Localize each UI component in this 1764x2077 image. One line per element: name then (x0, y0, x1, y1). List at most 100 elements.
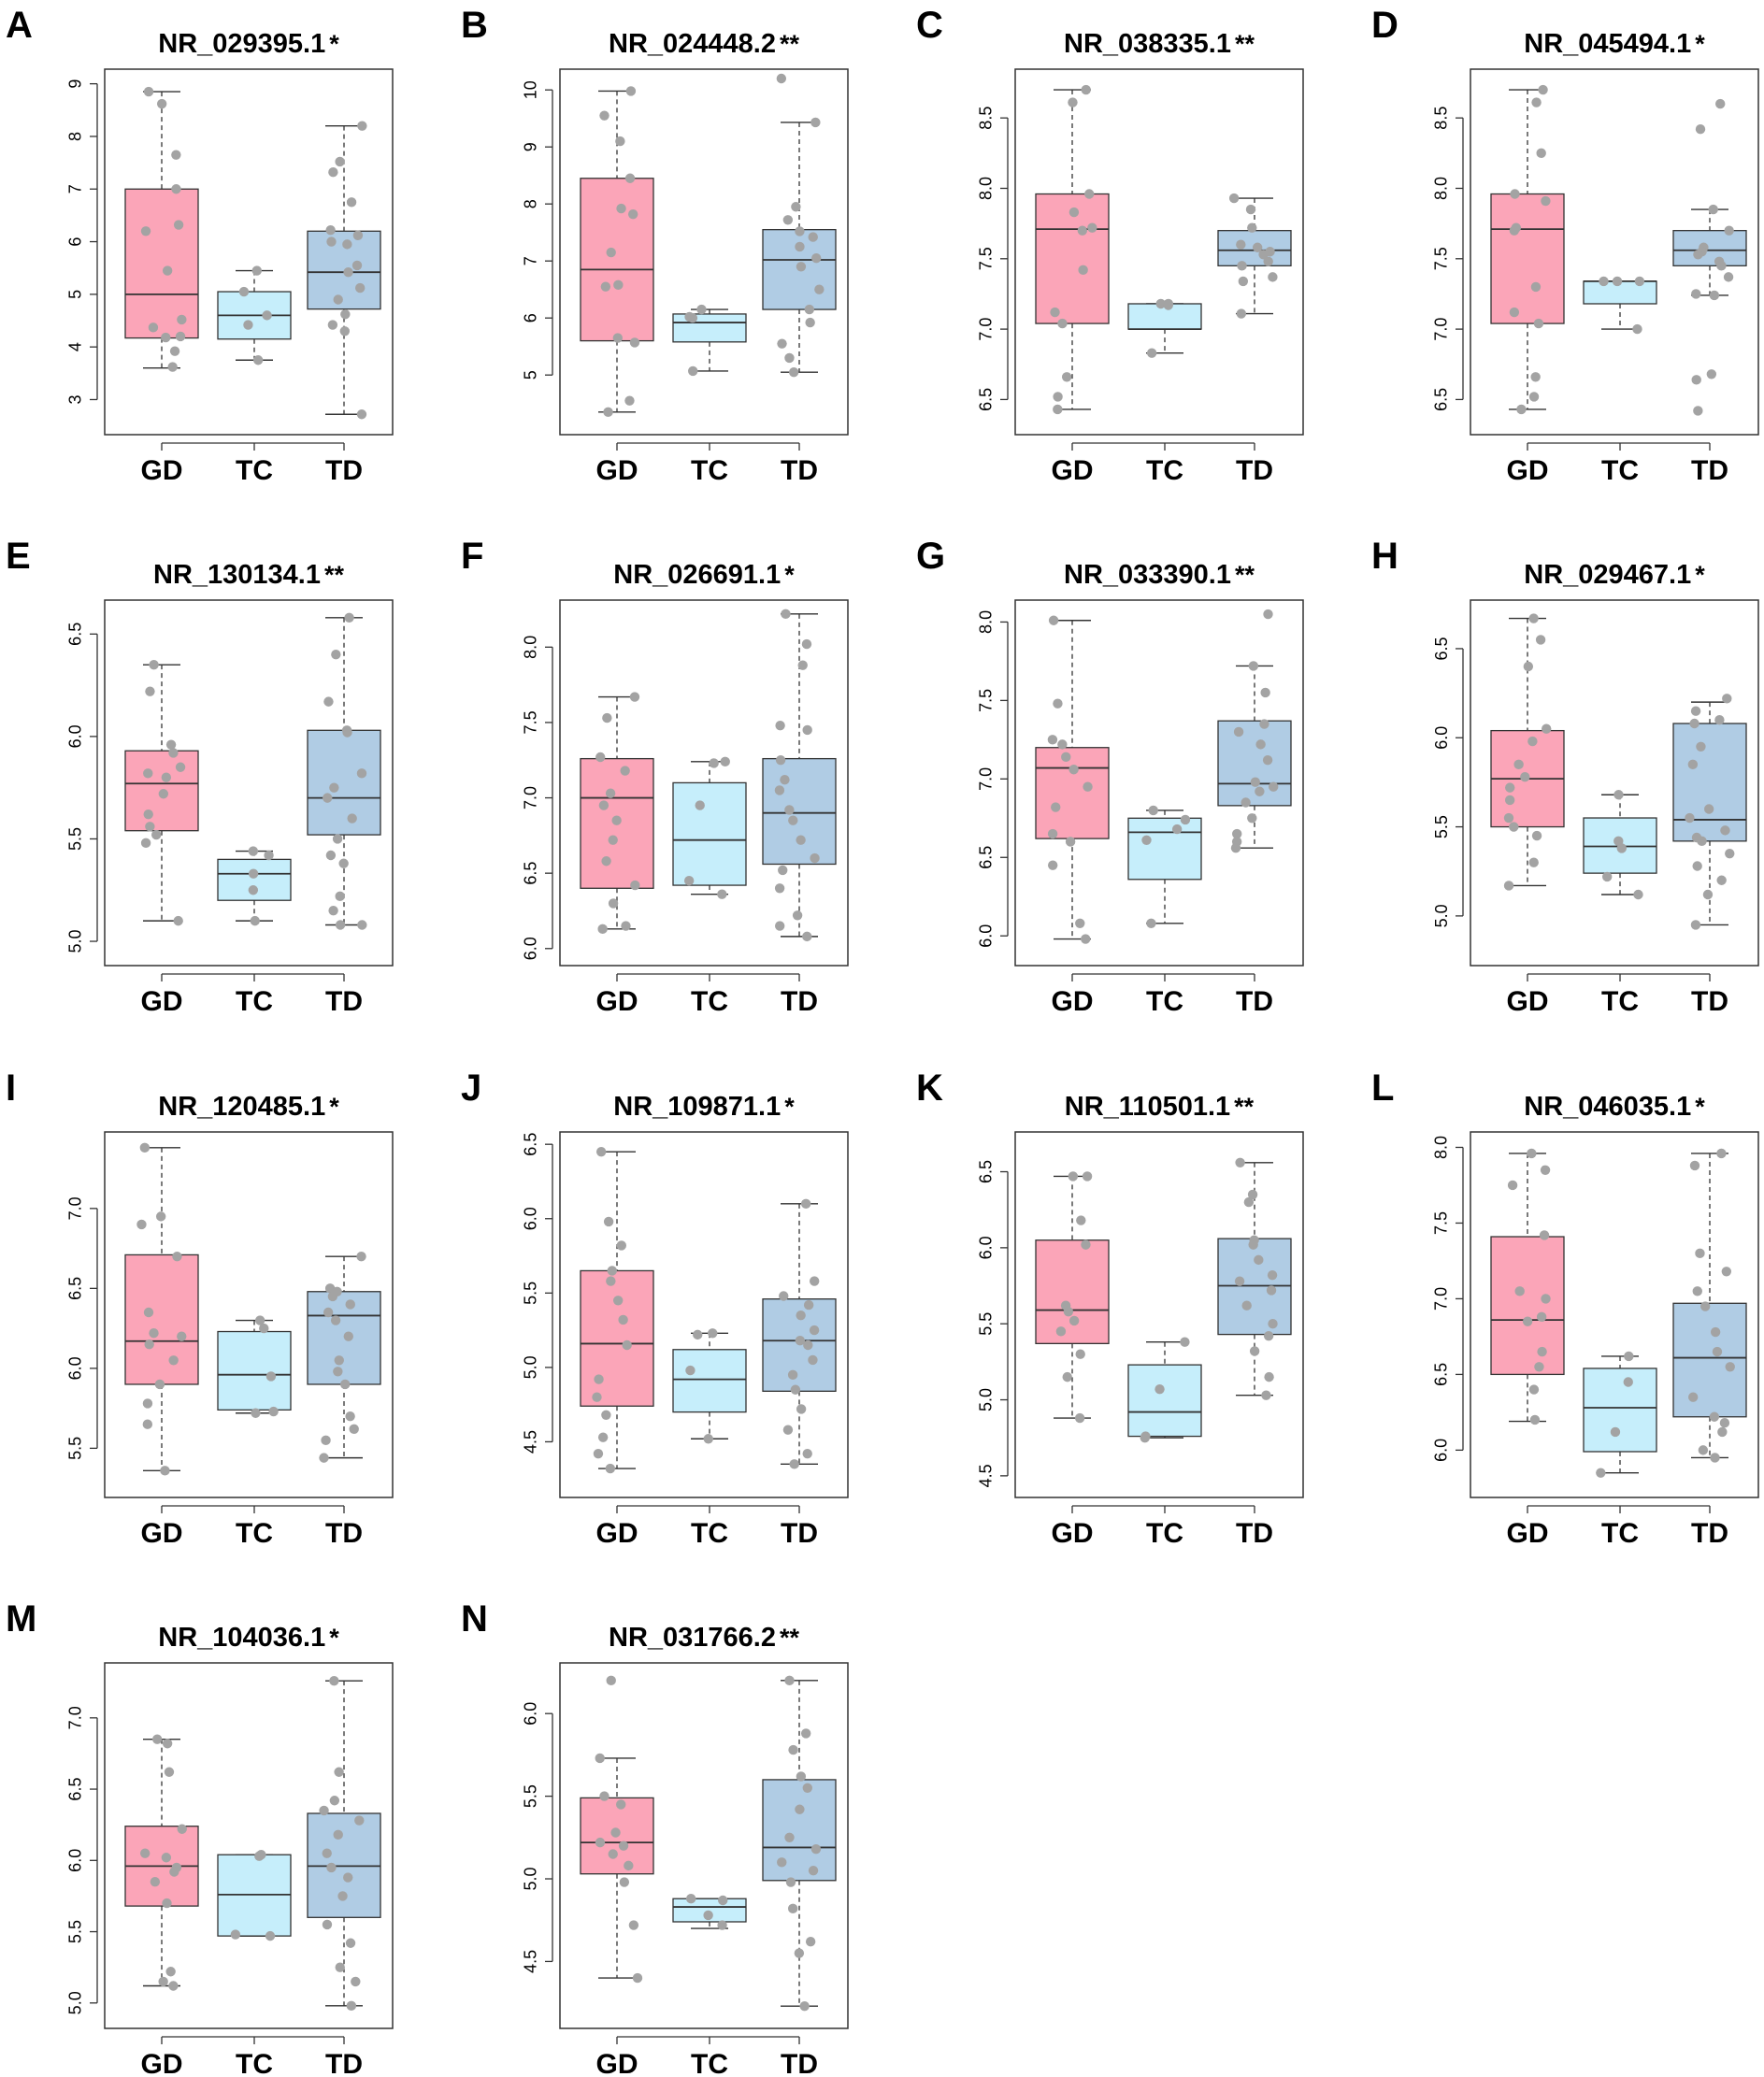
group-label-td: TD (1691, 986, 1728, 1017)
plot-frame (1470, 599, 1759, 967)
significance-marker: * (1695, 561, 1705, 589)
data-point (230, 1929, 241, 1940)
y-tick-label: 6.5 (1432, 637, 1451, 660)
data-point (606, 1276, 616, 1286)
panel-title: NR_038335.1 ** (1064, 29, 1255, 59)
data-point (1241, 1300, 1252, 1311)
box-td (307, 612, 381, 930)
data-point (1261, 1390, 1271, 1400)
y-tick-label: 4.5 (522, 1430, 540, 1454)
title-text: NR_024448.2 (609, 29, 776, 59)
y-tick-label: 6.0 (522, 1702, 540, 1726)
y-tick-label: 7.5 (1432, 247, 1451, 270)
data-point (1155, 298, 1166, 309)
data-point (1523, 661, 1534, 672)
box-td (1217, 609, 1292, 853)
data-point (1720, 825, 1730, 836)
y-tick-label: 8 (66, 132, 85, 141)
data-point (329, 1796, 340, 1806)
data-point (1252, 242, 1263, 252)
data-point (319, 1805, 329, 1816)
data-point (252, 355, 264, 365)
data-point (334, 1355, 344, 1366)
data-point (802, 931, 812, 942)
data-point (265, 1930, 276, 1941)
y-tick-label: 8.0 (1432, 1136, 1451, 1159)
group-label-tc: TC (1601, 1518, 1639, 1549)
data-point (814, 284, 825, 294)
data-point (354, 282, 366, 294)
group-label-gd: GD (1052, 455, 1094, 486)
data-point (1699, 1301, 1711, 1311)
y-tick-label: 8.5 (977, 107, 996, 130)
data-point (1721, 1267, 1732, 1277)
group-label-tc: TC (1146, 1518, 1183, 1549)
data-point (608, 1849, 618, 1859)
data-point (346, 2000, 357, 2012)
data-point (799, 2000, 810, 2012)
data-point (356, 409, 367, 420)
panel-letter: K (916, 1067, 943, 1109)
data-point (335, 1962, 345, 1972)
data-point (334, 1767, 344, 1777)
data-point (1048, 615, 1059, 625)
data-point (810, 117, 821, 128)
data-point (809, 1325, 820, 1336)
group-label-gd: GD (1507, 1518, 1549, 1549)
data-point (599, 1791, 610, 1801)
y-tick-label: 6.5 (66, 1778, 85, 1801)
box-td (307, 1251, 381, 1463)
data-point (1509, 225, 1520, 236)
data-point (1723, 272, 1734, 282)
data-point (610, 1827, 621, 1838)
iqr-box (580, 178, 654, 342)
data-point (801, 638, 812, 650)
data-point (1063, 1306, 1074, 1317)
data-point (1061, 372, 1072, 382)
panel-title: NR_110501.1 ** (1065, 1092, 1255, 1122)
data-point (264, 850, 274, 861)
group-label-tc: TC (691, 2049, 728, 2077)
data-point (616, 1240, 626, 1251)
y-tick-label: 5.0 (1432, 904, 1451, 927)
group-label-gd: GD (1507, 455, 1549, 486)
y-tick-label: 8.5 (1432, 107, 1451, 130)
data-point (351, 260, 363, 271)
plot-frame (1470, 68, 1759, 436)
data-point (1708, 204, 1718, 215)
data-point (1076, 1215, 1086, 1225)
plot-frame (1014, 599, 1304, 967)
data-point (345, 1299, 355, 1310)
data-point (1535, 635, 1546, 645)
panel-letter: J (461, 1067, 481, 1109)
data-point (1083, 781, 1093, 792)
data-point (1514, 1286, 1525, 1296)
data-point (322, 1848, 332, 1858)
box-gd (124, 86, 199, 372)
data-point (788, 1744, 798, 1755)
box-td (307, 1675, 381, 2012)
significance-marker: ** (1235, 561, 1255, 589)
y-tick-label: 10 (522, 80, 540, 99)
data-point (251, 1408, 261, 1418)
data-point (1528, 1384, 1540, 1395)
data-point (717, 889, 727, 899)
panel-i: I NR_120485.1 * 5.5 6.0 6.5 7.0 GD TC TD (6, 1067, 394, 1549)
data-point (1634, 276, 1645, 287)
title-text: NR_130134.1 (153, 560, 321, 590)
data-point (1074, 1412, 1085, 1424)
group-label-td: TD (325, 455, 363, 486)
box-tc (217, 1315, 292, 1418)
group-label-gd: GD (1507, 986, 1549, 1017)
data-point (619, 1877, 630, 1887)
title-text: NR_120485.1 (158, 1092, 325, 1122)
data-point (795, 226, 805, 236)
box-tc (672, 304, 747, 377)
data-point (1691, 289, 1701, 299)
data-point (1065, 837, 1076, 847)
data-point (329, 782, 339, 793)
box-td (762, 1675, 837, 2012)
iqr-box (1583, 1368, 1657, 1453)
data-point (243, 320, 253, 330)
data-point (717, 1920, 727, 1930)
